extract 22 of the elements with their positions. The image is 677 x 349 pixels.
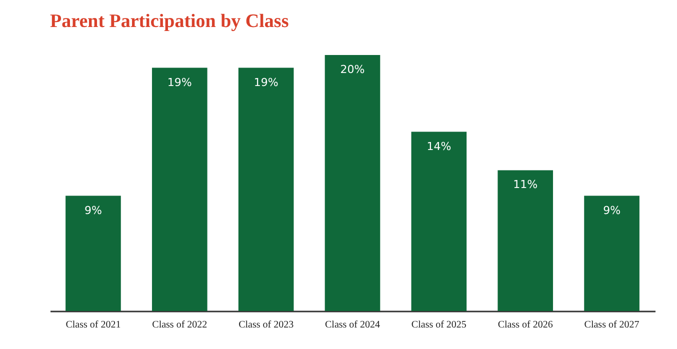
x-tick-label: Class of 2025: [411, 320, 466, 330]
x-tick-label: Class of 2024: [325, 320, 380, 330]
data-label: 9%: [603, 204, 621, 217]
bar: [584, 196, 640, 311]
chart-title: Parent Participation by Class: [50, 11, 289, 32]
data-label: 9%: [84, 204, 102, 217]
x-tick-label: Class of 2023: [238, 320, 294, 330]
data-label: 11%: [513, 178, 538, 192]
data-label: 14%: [426, 140, 452, 153]
x-tick-label: Class of 2026: [498, 320, 553, 330]
data-label: 20%: [340, 63, 365, 76]
bar: [324, 55, 380, 311]
bar: [152, 68, 208, 311]
bar: [66, 196, 121, 311]
x-tick-label: Class of 2027: [584, 320, 640, 330]
data-label: 19%: [254, 76, 278, 89]
data-label: 19%: [167, 76, 192, 89]
bar: [238, 68, 294, 311]
x-tick-label: Class of 2021: [66, 320, 121, 330]
bar: [498, 170, 554, 311]
bar: [411, 132, 467, 311]
x-tick-label: Class of 2022: [152, 320, 208, 330]
